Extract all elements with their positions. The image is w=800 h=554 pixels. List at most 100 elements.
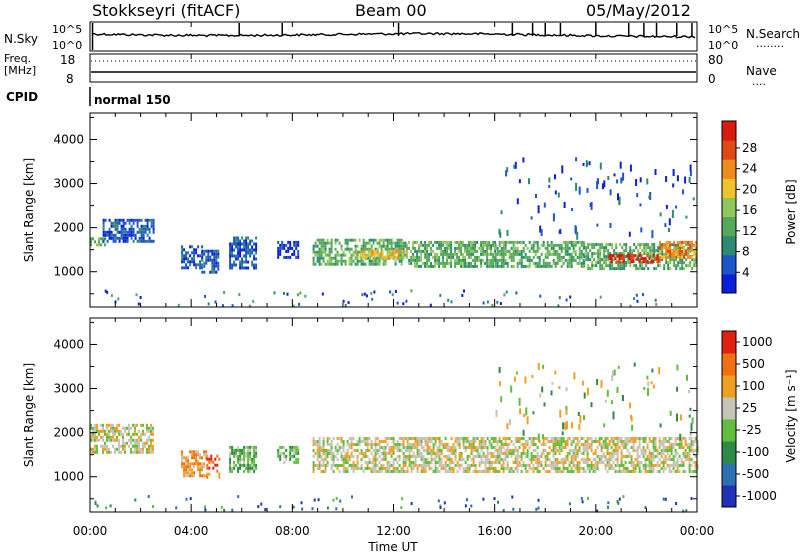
heatmap-cell bbox=[243, 260, 246, 264]
heatmap-cell bbox=[486, 264, 489, 268]
heatmap-cell bbox=[572, 249, 575, 253]
heatmap-cell bbox=[458, 467, 461, 470]
heatmap-cell bbox=[572, 455, 575, 458]
heatmap-cell bbox=[666, 449, 669, 452]
heatmap-cell bbox=[118, 450, 120, 454]
heatmap-cell bbox=[591, 243, 594, 247]
heatmap-cell bbox=[438, 449, 441, 452]
heatmap-cell bbox=[406, 255, 409, 259]
heatmap-cell bbox=[556, 449, 559, 452]
heatmap-cell bbox=[187, 257, 190, 261]
heatmap-cell bbox=[365, 255, 368, 259]
heatmap-cell bbox=[191, 257, 194, 261]
heatmap-cell bbox=[562, 437, 565, 440]
heatmap-cell bbox=[235, 451, 238, 455]
heatmap-cell bbox=[588, 437, 591, 440]
heatmap-cell bbox=[295, 460, 298, 464]
heatmap-cell bbox=[638, 467, 641, 470]
heatmap-cell bbox=[90, 432, 92, 436]
heatmap-cell bbox=[366, 449, 369, 452]
heatmap-cell bbox=[602, 446, 605, 449]
heatmap-cell bbox=[237, 460, 240, 464]
heatmap-cell bbox=[476, 449, 479, 452]
heatmap-cell bbox=[100, 444, 102, 448]
heatmap-cell bbox=[646, 458, 649, 461]
heatmap-cell bbox=[124, 227, 127, 231]
heatmap-cell bbox=[585, 160, 588, 168]
heatmap-cell bbox=[596, 509, 599, 513]
heatmap-cell bbox=[603, 249, 606, 253]
heatmap-cell bbox=[102, 239, 105, 243]
heatmap-cell bbox=[476, 249, 479, 253]
heatmap-cell bbox=[546, 255, 549, 259]
heatmap-cell bbox=[438, 443, 441, 446]
heatmap-cell bbox=[636, 299, 639, 303]
heatmap-cell bbox=[476, 455, 479, 458]
heatmap-cell bbox=[122, 447, 124, 451]
heatmap-cell bbox=[346, 461, 349, 464]
heatmap-cell bbox=[674, 440, 677, 443]
heatmap-cell bbox=[364, 455, 367, 458]
heatmap-cell bbox=[241, 451, 244, 455]
heatmap-cell bbox=[500, 396, 503, 403]
heatmap-cell bbox=[642, 257, 645, 261]
heatmap-cell bbox=[422, 467, 425, 470]
heatmap-cell bbox=[406, 252, 409, 256]
heatmap-cell bbox=[382, 440, 385, 443]
heatmap-cell bbox=[438, 455, 441, 458]
heatmap-cell bbox=[446, 464, 449, 467]
heatmap-cell bbox=[601, 246, 604, 250]
heatmap-cell bbox=[554, 452, 557, 455]
heatmap-cell bbox=[255, 266, 258, 270]
heatmap-cell bbox=[516, 440, 519, 443]
heatmap-cell bbox=[247, 457, 250, 461]
heatmap-cell bbox=[664, 440, 667, 443]
heatmap-cell bbox=[291, 454, 294, 458]
heatmap-cell bbox=[235, 257, 238, 261]
heatmap-cell bbox=[689, 164, 692, 172]
heatmap-cell bbox=[189, 497, 192, 501]
heatmap-cell bbox=[213, 255, 216, 259]
heatmap-cell bbox=[620, 443, 623, 446]
heatmap-cell bbox=[124, 239, 127, 243]
heatmap-cell bbox=[528, 464, 531, 467]
heatmap-cell bbox=[648, 449, 651, 452]
heatmap-cell bbox=[629, 261, 632, 265]
heatmap-cell bbox=[281, 243, 284, 247]
heatmap-cell bbox=[677, 264, 680, 268]
heatmap-cell bbox=[320, 446, 323, 449]
heatmap-cell bbox=[420, 258, 423, 262]
heatmap-cell bbox=[472, 249, 475, 253]
heatmap-cell bbox=[444, 249, 447, 253]
heatmap-cell bbox=[526, 470, 529, 473]
heatmap-cell bbox=[665, 261, 668, 265]
heatmap-cell bbox=[370, 291, 373, 295]
heatmap-cell bbox=[568, 470, 571, 473]
heatmap-cell bbox=[318, 446, 321, 449]
heatmap-cell bbox=[649, 255, 652, 259]
heatmap-cell bbox=[314, 253, 317, 257]
heatmap-cell bbox=[424, 443, 427, 446]
heatmap-cell bbox=[691, 240, 694, 244]
heatmap-cell bbox=[616, 179, 619, 184]
heatmap-cell bbox=[412, 464, 415, 467]
heatmap-cell bbox=[354, 244, 357, 248]
heatmap-cell bbox=[685, 240, 688, 244]
heatmap-cell bbox=[183, 462, 186, 466]
heatmap-cell bbox=[618, 440, 621, 443]
heatmap-cell bbox=[466, 458, 469, 461]
heatmap-cell bbox=[565, 407, 568, 415]
heatmap-cell bbox=[688, 449, 691, 452]
heatmap-cell bbox=[522, 246, 525, 250]
heatmap-cell bbox=[626, 443, 629, 446]
heatmap-cell bbox=[492, 461, 495, 464]
heatmap-cell bbox=[572, 255, 575, 259]
heatmap-cell bbox=[694, 467, 697, 470]
heatmap-cell bbox=[511, 495, 514, 499]
heatmap-cell bbox=[688, 455, 691, 458]
heatmap-cell bbox=[448, 252, 451, 256]
heatmap-cell bbox=[536, 455, 539, 458]
heatmap-cell bbox=[576, 440, 579, 443]
heatmap-cell bbox=[492, 470, 495, 473]
heatmap-cell bbox=[218, 472, 221, 476]
